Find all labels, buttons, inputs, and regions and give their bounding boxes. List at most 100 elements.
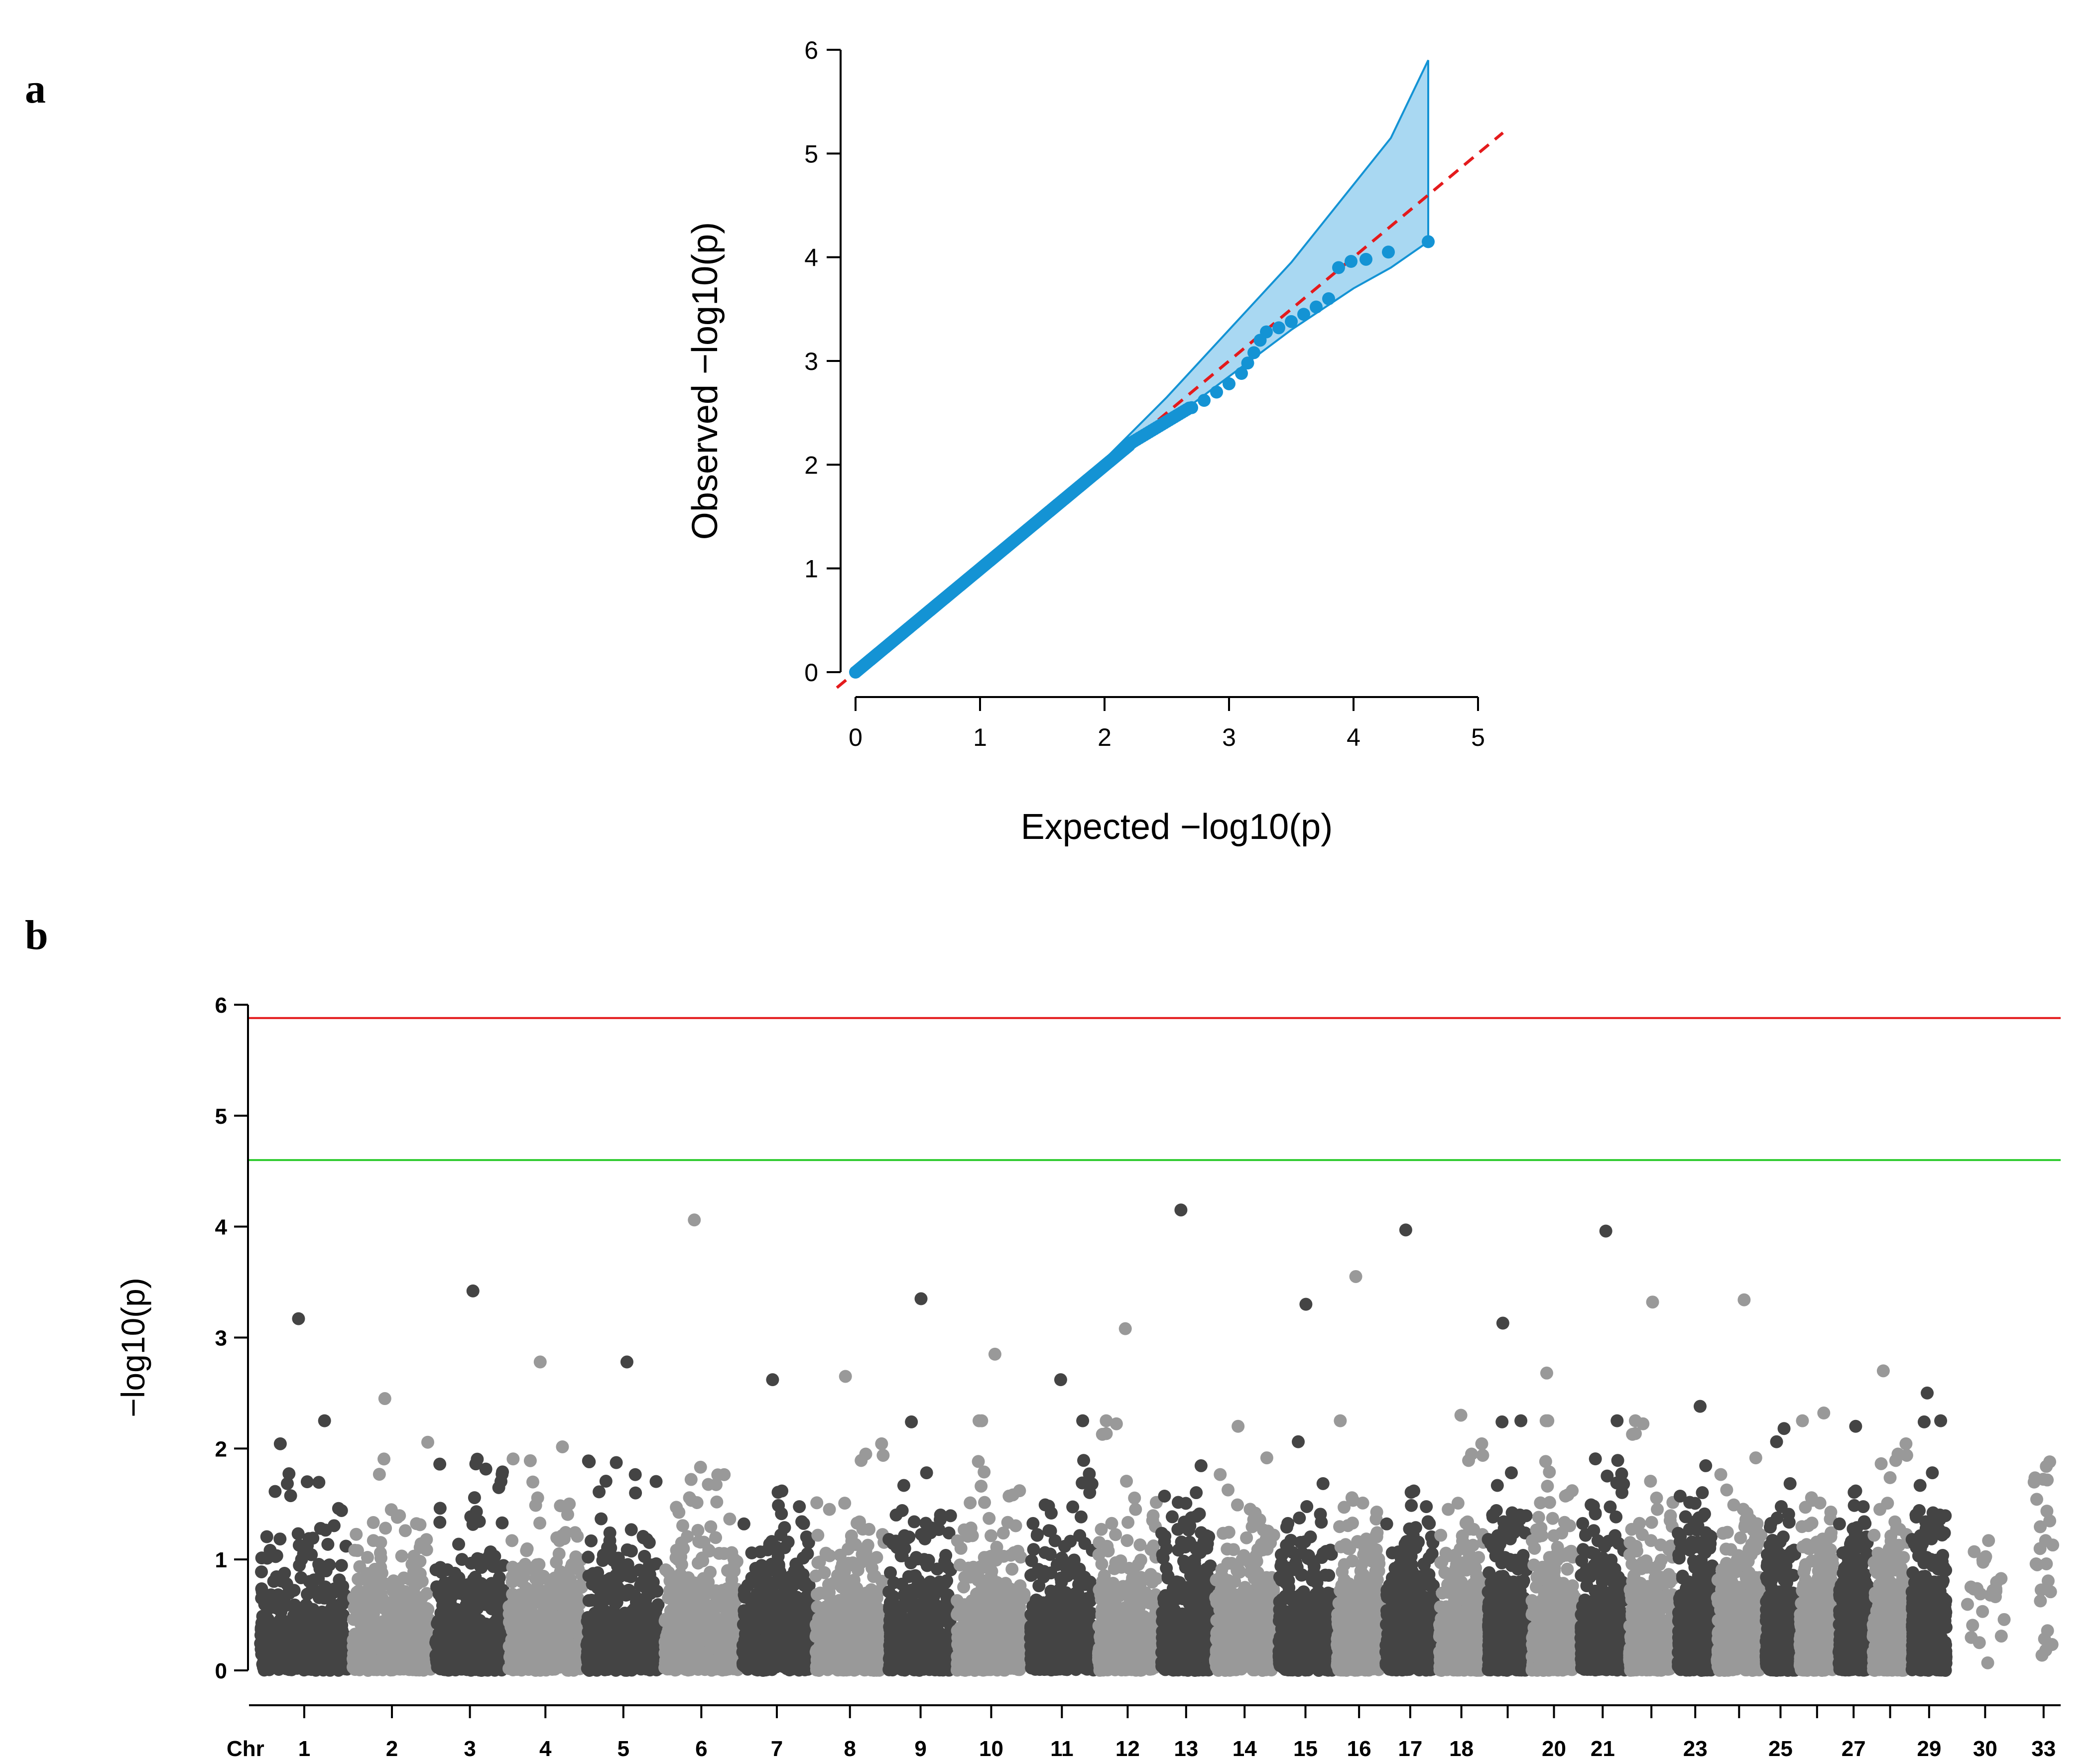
snp-point bbox=[361, 1574, 374, 1587]
snp-point bbox=[416, 1661, 429, 1674]
snp-point bbox=[476, 1591, 489, 1604]
snp-point bbox=[493, 1660, 505, 1673]
snp-point bbox=[594, 1635, 607, 1648]
snp-point bbox=[466, 1645, 479, 1657]
snp-point bbox=[707, 1629, 720, 1642]
snp-point bbox=[683, 1625, 696, 1638]
snp-point bbox=[263, 1641, 276, 1653]
snp-point bbox=[338, 1631, 351, 1644]
snp-point bbox=[387, 1614, 400, 1627]
snp-point bbox=[489, 1663, 501, 1676]
snp-point bbox=[793, 1637, 806, 1650]
snp-point bbox=[598, 1635, 611, 1648]
snp-point bbox=[620, 1661, 633, 1674]
snp-point bbox=[729, 1635, 741, 1647]
snp-point bbox=[269, 1601, 282, 1614]
snp-point bbox=[770, 1541, 783, 1554]
snp-point bbox=[538, 1571, 551, 1584]
snp-point bbox=[514, 1603, 527, 1616]
snp-point bbox=[615, 1659, 627, 1672]
snp-point bbox=[623, 1662, 636, 1675]
snp-point bbox=[729, 1644, 742, 1657]
snp-point bbox=[644, 1649, 657, 1662]
snp-point bbox=[520, 1544, 533, 1557]
snp-point bbox=[420, 1605, 433, 1618]
snp-point bbox=[415, 1622, 428, 1635]
snp-point bbox=[844, 1634, 857, 1647]
snp-point bbox=[418, 1649, 431, 1662]
snp-point bbox=[804, 1630, 817, 1643]
snp-point bbox=[633, 1645, 646, 1657]
snp-point bbox=[621, 1543, 634, 1556]
snp-point bbox=[676, 1652, 689, 1665]
snp-point bbox=[667, 1589, 680, 1602]
snp-point bbox=[362, 1635, 375, 1647]
snp-point bbox=[407, 1624, 420, 1637]
snp-point bbox=[725, 1660, 738, 1673]
snp-point bbox=[646, 1639, 659, 1651]
snp-point bbox=[324, 1627, 337, 1640]
snp-point bbox=[496, 1639, 509, 1651]
snp-point bbox=[532, 1655, 545, 1668]
snp-point bbox=[313, 1638, 326, 1651]
snp-point bbox=[783, 1622, 796, 1635]
snp-point bbox=[258, 1598, 271, 1611]
snp-point bbox=[571, 1637, 584, 1650]
snp-point bbox=[652, 1659, 665, 1672]
snp-point bbox=[795, 1642, 808, 1655]
snp-point bbox=[719, 1663, 732, 1676]
snp-point bbox=[334, 1658, 347, 1671]
snp-point bbox=[730, 1646, 743, 1659]
snp-point bbox=[542, 1584, 555, 1597]
snp-point bbox=[487, 1654, 500, 1667]
snp-point bbox=[766, 1611, 779, 1624]
snp-point bbox=[584, 1657, 597, 1670]
snp-point bbox=[373, 1468, 386, 1481]
snp-point bbox=[348, 1636, 361, 1648]
snp-point bbox=[518, 1625, 531, 1638]
snp-point bbox=[403, 1659, 416, 1672]
snp-point bbox=[562, 1622, 575, 1635]
snp-point bbox=[707, 1617, 720, 1630]
snp-point bbox=[410, 1640, 423, 1653]
snp-point bbox=[446, 1584, 459, 1597]
snp-point bbox=[595, 1660, 608, 1673]
snp-point bbox=[561, 1595, 574, 1608]
snp-point bbox=[530, 1558, 543, 1571]
snp-point bbox=[295, 1648, 308, 1661]
snp-point bbox=[433, 1516, 446, 1529]
snp-point bbox=[638, 1574, 651, 1587]
snp-point bbox=[550, 1574, 563, 1587]
snp-point bbox=[263, 1544, 276, 1557]
snp-point bbox=[377, 1638, 390, 1650]
snp-point bbox=[680, 1586, 693, 1599]
snp-point bbox=[783, 1600, 796, 1613]
snp-point bbox=[561, 1508, 574, 1521]
snp-point bbox=[402, 1620, 415, 1633]
snp-point bbox=[720, 1620, 733, 1633]
snp-point bbox=[457, 1638, 470, 1651]
snp-point bbox=[764, 1623, 777, 1636]
snp-point bbox=[456, 1553, 469, 1566]
snp-point bbox=[386, 1582, 399, 1595]
snp-point bbox=[476, 1650, 489, 1663]
snp-point bbox=[526, 1590, 539, 1603]
snp-point bbox=[834, 1649, 847, 1662]
snp-point bbox=[298, 1657, 311, 1670]
snp-point bbox=[667, 1655, 680, 1668]
snp-point bbox=[359, 1661, 371, 1674]
snp-point bbox=[371, 1663, 384, 1676]
snp-point bbox=[488, 1655, 500, 1668]
snp-point bbox=[681, 1530, 694, 1543]
snp-point bbox=[386, 1584, 399, 1597]
snp-point bbox=[669, 1661, 682, 1674]
snp-point bbox=[698, 1660, 711, 1673]
snp-point bbox=[292, 1628, 305, 1641]
snp-point bbox=[554, 1565, 567, 1578]
snp-point bbox=[469, 1582, 482, 1595]
snp-point bbox=[759, 1612, 772, 1625]
snp-point bbox=[553, 1611, 566, 1624]
snp-point bbox=[384, 1627, 397, 1640]
snp-point bbox=[297, 1547, 310, 1560]
snp-point bbox=[852, 1633, 865, 1645]
